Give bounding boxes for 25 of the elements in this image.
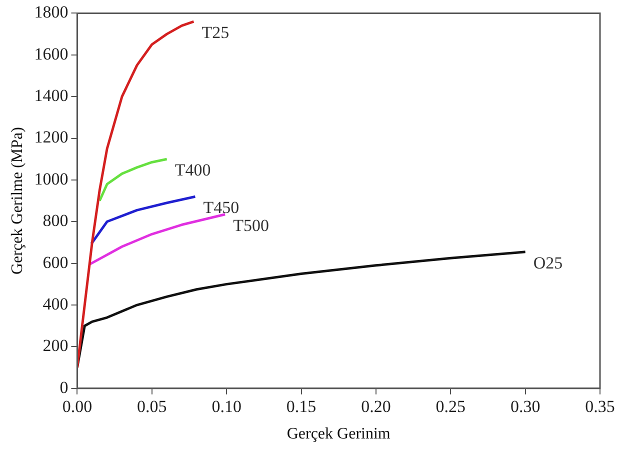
x-tick-label: 0.10: [212, 397, 242, 416]
y-tick-label: 800: [42, 211, 68, 230]
y-tick-label: 1400: [34, 86, 68, 106]
x-tick-label: 0.20: [361, 397, 391, 416]
x-axis-title: Gerçek Gerinim: [286, 426, 391, 443]
y-tick-label: 1200: [34, 128, 68, 147]
y-tick-label: 1800: [34, 2, 68, 22]
x-tick-label: 0.15: [286, 397, 316, 416]
series-label: T450: [203, 198, 240, 218]
y-tick-label: 1600: [34, 44, 68, 64]
y-tick-label: 0: [60, 378, 68, 397]
x-tick-label: 0.35: [585, 397, 615, 416]
y-tick-label: 200: [42, 336, 68, 356]
y-tick-label: 400: [42, 294, 68, 314]
y-tick-label: 600: [42, 252, 68, 272]
y-tick-label: 1000: [34, 169, 68, 188]
series-label: T500: [233, 216, 269, 235]
x-tick-label: 0.30: [510, 397, 540, 416]
series-label: O25: [533, 253, 563, 272]
x-tick-label: 0.00: [62, 397, 92, 416]
x-tick-label: 0.05: [137, 397, 167, 416]
series-label: T25: [202, 23, 230, 42]
series-label: T400: [174, 160, 211, 180]
x-tick-label: 0.25: [436, 397, 466, 416]
y-axis-title: Gerçek Gerilme (MPa): [8, 127, 26, 275]
